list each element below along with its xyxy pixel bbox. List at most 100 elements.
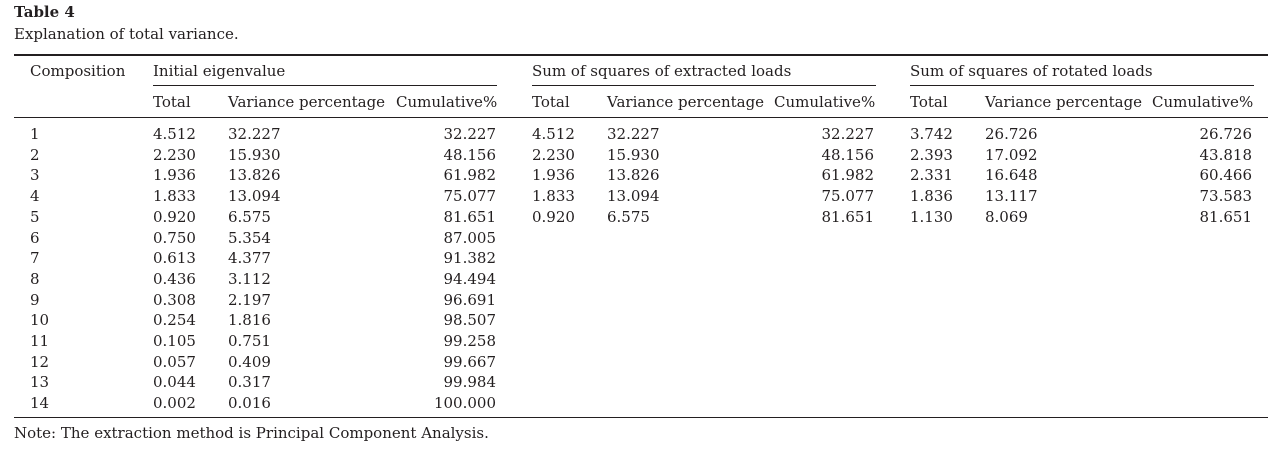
table-cell: 8.069 bbox=[985, 208, 1028, 226]
table-cell: 13.117 bbox=[985, 187, 1038, 205]
table-cell: 2.230 bbox=[532, 146, 575, 164]
table-caption: Explanation of total variance. bbox=[14, 25, 239, 43]
table-cell: 61.982 bbox=[443, 166, 497, 184]
group-rule-initial bbox=[153, 85, 497, 86]
row-component: 13 bbox=[30, 373, 50, 391]
column-header: Total bbox=[910, 93, 948, 111]
row-component: 2 bbox=[30, 146, 40, 164]
table-cell: 48.156 bbox=[443, 146, 497, 164]
table-cell: 87.005 bbox=[443, 229, 497, 247]
table-cell: 99.984 bbox=[443, 373, 497, 391]
row-component: 14 bbox=[30, 394, 50, 412]
table-cell: 15.930 bbox=[228, 146, 281, 164]
table-cell: 0.317 bbox=[228, 373, 271, 391]
table-cell: 98.507 bbox=[443, 311, 497, 329]
table-cell: 60.466 bbox=[1199, 166, 1253, 184]
table-cell: 0.002 bbox=[153, 394, 196, 412]
row-component: 3 bbox=[30, 166, 40, 184]
table-cell: 32.227 bbox=[228, 125, 281, 143]
table-cell: 0.057 bbox=[153, 353, 196, 371]
row-component: 11 bbox=[30, 332, 50, 350]
group-rule-rotated bbox=[910, 85, 1254, 86]
table-cell: 0.920 bbox=[532, 208, 575, 226]
table-bottom-rule bbox=[14, 417, 1268, 418]
table-cell: 26.726 bbox=[1199, 125, 1253, 143]
table-cell: 0.308 bbox=[153, 291, 196, 309]
table-cell: 0.254 bbox=[153, 311, 196, 329]
table-cell: 32.227 bbox=[607, 125, 660, 143]
table-cell: 91.382 bbox=[443, 249, 497, 267]
group-rule-extracted bbox=[532, 85, 876, 86]
column-header: Cumulative% bbox=[774, 93, 876, 111]
table-cell: 0.105 bbox=[153, 332, 196, 350]
table-cell: 1.833 bbox=[153, 187, 196, 205]
table-cell: 99.258 bbox=[443, 332, 497, 350]
table-cell: 32.227 bbox=[821, 125, 875, 143]
table-cell: 13.094 bbox=[228, 187, 281, 205]
table-cell: 2.230 bbox=[153, 146, 196, 164]
table-cell: 13.094 bbox=[607, 187, 660, 205]
table-cell: 3.112 bbox=[228, 270, 271, 288]
row-component: 10 bbox=[30, 311, 50, 329]
table-cell: 5.354 bbox=[228, 229, 271, 247]
table-cell: 0.436 bbox=[153, 270, 196, 288]
column-header: Variance percentage bbox=[228, 93, 386, 111]
group-header-rotated: Sum of squares of rotated loads bbox=[910, 62, 1153, 80]
column-header: Total bbox=[153, 93, 191, 111]
table-cell: 1.936 bbox=[532, 166, 575, 184]
column-header: Variance percentage bbox=[607, 93, 765, 111]
table-cell: 96.691 bbox=[443, 291, 497, 309]
table-cell: 26.726 bbox=[985, 125, 1038, 143]
table-cell: 1.836 bbox=[910, 187, 953, 205]
table-cell: 0.920 bbox=[153, 208, 196, 226]
column-header: Cumulative% bbox=[396, 93, 498, 111]
row-component: 8 bbox=[30, 270, 40, 288]
table-cell: 48.156 bbox=[821, 146, 875, 164]
table-cell: 3.742 bbox=[910, 125, 953, 143]
table-top-rule bbox=[14, 54, 1268, 56]
table-cell: 100.000 bbox=[433, 394, 496, 412]
row-component: 6 bbox=[30, 229, 40, 247]
row-component: 4 bbox=[30, 187, 40, 205]
table-cell: 1.130 bbox=[910, 208, 953, 226]
table-cell: 75.077 bbox=[443, 187, 497, 205]
group-header-initial: Initial eigenvalue bbox=[153, 62, 286, 80]
stub-header: Composition bbox=[30, 62, 126, 80]
table-cell: 6.575 bbox=[228, 208, 271, 226]
row-component: 7 bbox=[30, 249, 40, 267]
table-cell: 0.016 bbox=[228, 394, 271, 412]
table-cell: 0.751 bbox=[228, 332, 271, 350]
table-header-rule bbox=[14, 117, 1268, 118]
table-cell: 81.651 bbox=[443, 208, 497, 226]
table-cell: 1.833 bbox=[532, 187, 575, 205]
table-cell: 15.930 bbox=[607, 146, 660, 164]
table-cell: 1.816 bbox=[228, 311, 271, 329]
table-cell: 4.377 bbox=[228, 249, 271, 267]
table-cell: 13.826 bbox=[607, 166, 660, 184]
table-cell: 2.331 bbox=[910, 166, 953, 184]
row-component: 5 bbox=[30, 208, 40, 226]
row-component: 12 bbox=[30, 353, 50, 371]
table-cell: 61.982 bbox=[821, 166, 875, 184]
group-header-extracted: Sum of squares of extracted loads bbox=[532, 62, 792, 80]
table-cell: 2.197 bbox=[228, 291, 271, 309]
table-cell: 81.651 bbox=[821, 208, 875, 226]
table-cell: 16.648 bbox=[985, 166, 1038, 184]
table-cell: 43.818 bbox=[1199, 146, 1253, 164]
row-component: 1 bbox=[30, 125, 40, 143]
column-header: Cumulative% bbox=[1152, 93, 1254, 111]
table-cell: 94.494 bbox=[443, 270, 497, 288]
table-cell: 1.936 bbox=[153, 166, 196, 184]
table-cell: 4.512 bbox=[532, 125, 575, 143]
table-cell: 0.044 bbox=[153, 373, 196, 391]
table-cell: 6.575 bbox=[607, 208, 650, 226]
row-component: 9 bbox=[30, 291, 40, 309]
table-cell: 32.227 bbox=[443, 125, 497, 143]
table-cell: 73.583 bbox=[1199, 187, 1253, 205]
table-cell: 2.393 bbox=[910, 146, 953, 164]
table-note: Note: The extraction method is Principal… bbox=[14, 424, 489, 442]
table-cell: 0.750 bbox=[153, 229, 196, 247]
column-header: Total bbox=[532, 93, 570, 111]
table-cell: 0.613 bbox=[153, 249, 196, 267]
table-label: Table 4 bbox=[14, 3, 75, 21]
